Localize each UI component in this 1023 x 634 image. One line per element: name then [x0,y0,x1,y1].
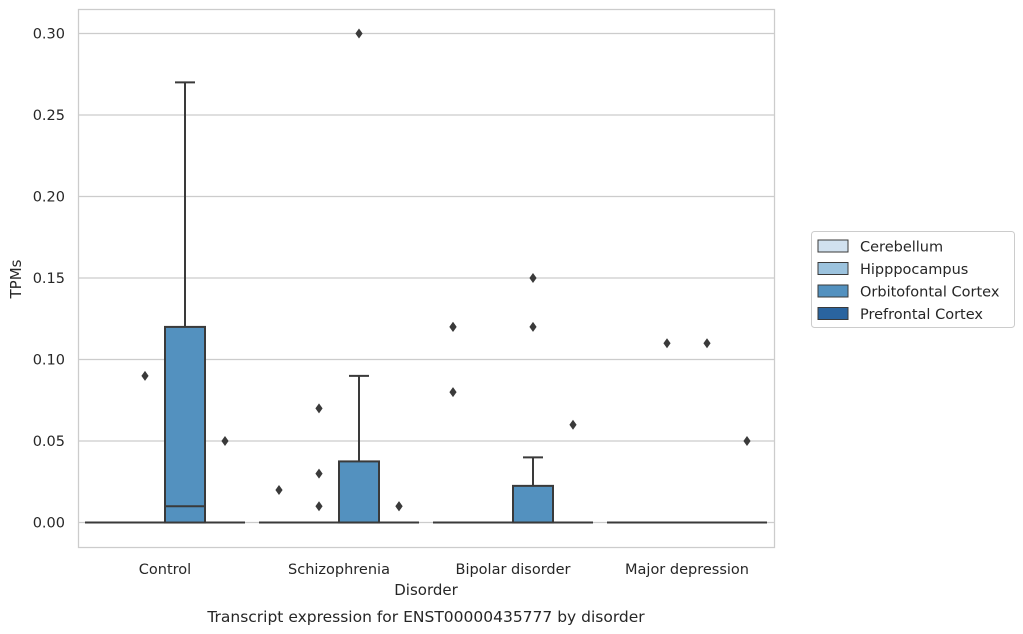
box-bipolar-disorder-orbitofontal-cortex [512,273,554,524]
box-body [512,484,554,524]
legend-item: Orbitofontal Cortex [817,284,1000,301]
legend: Cerebellum Hipppocampus Orbitofontal Corte… [811,231,1015,328]
outlier-point [529,321,537,332]
y-axis-ticks: 0.00 0.05 0.10 0.15 0.20 0.25 0.30 [33,26,65,531]
outlier-point [569,419,577,430]
legend-item: Cerebellum [817,239,943,256]
outlier-point [449,321,457,332]
outlier-point [355,28,363,39]
outlier-point [141,370,149,381]
box-control-prefrontal-cortex [205,436,245,524]
box-schizophrenia-prefrontal-cortex [379,501,419,524]
box-body [338,460,380,524]
legend-swatch [817,262,849,275]
y-tick-label: 0.05 [33,434,65,450]
outlier-point [663,338,671,349]
box-major-depression-orbitofontal-cortex [687,338,727,524]
legend-swatch [817,307,849,320]
box-schizophrenia-hipppocampus [299,403,339,524]
y-tick-label: 0.30 [33,26,65,42]
legend-label: Orbitofontal Cortex [860,285,1000,301]
x-tick-label: Schizophrenia [288,562,390,578]
legend-item: Prefrontal Cortex [817,307,983,323]
outlier-point [315,468,323,479]
box-control-hipppocampus [125,370,165,524]
x-tick-label: Control [139,562,191,578]
outlier-point [221,436,229,447]
y-tick-label: 0.10 [33,353,65,369]
legend-item: Hipppocampus [817,262,968,278]
plot-frame [77,8,776,549]
chart-caption: Transcript expression for ENST0000043577… [206,608,645,626]
y-tick-label: 0.00 [33,516,65,532]
box-bipolar-disorder-cerebellum [433,321,473,524]
box-schizophrenia-cerebellum [259,484,299,524]
x-axis-ticks: Control Schizophrenia Bipolar disorder Majo… [139,562,749,578]
legend-swatch [817,284,849,298]
x-tick-label: Major depression [625,562,749,578]
legend-label: Hipppocampus [860,262,968,278]
outlier-point [529,273,537,283]
outlier-point [395,501,403,512]
x-tick-label: Bipolar disorder [456,562,571,578]
box-control-orbitofontal-cortex [164,81,206,524]
box-major-depression-hipppocampus [647,338,687,524]
legend-frame [811,231,1015,328]
y-tick-label: 0.25 [33,108,65,124]
y-tick-label: 0.20 [33,189,65,205]
legend-label: Prefrontal Cortex [860,307,983,323]
box-body [164,325,206,524]
outlier-point [743,436,751,447]
y-axis-label: TPMs [7,259,25,299]
x-axis-label: Disorder [394,581,458,599]
outlier-point [315,501,323,512]
box-layer [85,28,767,524]
outlier-point [315,403,323,414]
box-major-depression-prefrontal-cortex [727,436,767,524]
outlier-point [703,338,711,349]
box-schizophrenia-orbitofontal-cortex [338,28,380,524]
legend-swatch [817,239,849,253]
legend-label: Cerebellum [860,240,943,256]
outlier-point [449,387,457,398]
box-bipolar-disorder-prefrontal-cortex [553,419,593,524]
outlier-point [275,484,283,495]
y-tick-label: 0.15 [33,271,65,287]
